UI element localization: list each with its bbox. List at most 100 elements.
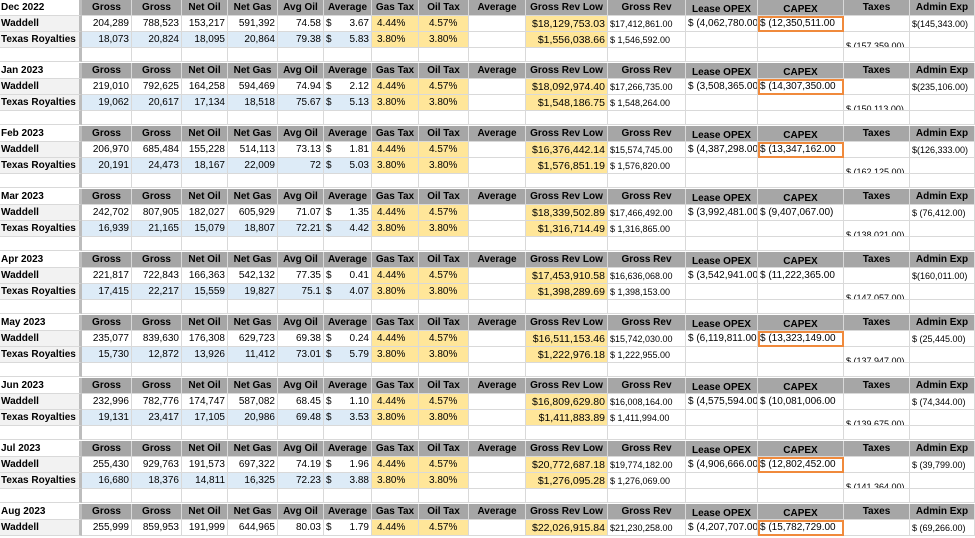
empty-cell[interactable] — [844, 48, 910, 62]
header-taxes[interactable]: Taxes — [844, 315, 910, 331]
header-taxes[interactable]: Taxes — [844, 504, 910, 520]
header-gross-rev[interactable]: Gross Rev — [608, 252, 686, 268]
header-gross-rev-low[interactable]: Gross Rev Low — [526, 63, 608, 79]
taxes-cell[interactable] — [844, 79, 910, 95]
empty-cell[interactable] — [132, 174, 182, 188]
header-gross-rev-low[interactable]: Gross Rev Low — [526, 441, 608, 457]
empty-cell[interactable] — [324, 48, 372, 62]
row-name[interactable]: Texas Royalties — [0, 221, 82, 237]
header-oil-tax[interactable]: Oil Tax — [419, 504, 469, 520]
capex-cell[interactable]: $ (15,782,729.00 — [758, 520, 844, 536]
header-gas-tax[interactable]: Gas Tax — [372, 0, 419, 16]
avg-oil-cell[interactable]: 72 — [278, 158, 324, 174]
header-oil-tax[interactable]: Oil Tax — [419, 441, 469, 457]
gross-oil-cell[interactable]: 15,730 — [82, 347, 132, 363]
gross-oil-cell[interactable]: 16,680 — [82, 473, 132, 489]
capex-cell[interactable]: $ (12,802,452.00 — [758, 457, 844, 473]
net-oil-cell[interactable]: 13,926 — [182, 347, 228, 363]
empty-cell[interactable] — [132, 489, 182, 503]
net-gas-cell[interactable]: 20,864 — [228, 32, 278, 48]
header-gross2[interactable]: Gross — [132, 378, 182, 394]
header-gross1[interactable]: Gross — [82, 378, 132, 394]
gross-gas-cell[interactable]: 20,824 — [132, 32, 182, 48]
empty-cell[interactable] — [758, 363, 844, 377]
gross-rev-low-cell[interactable]: $17,453,910.58 — [526, 268, 608, 284]
row-name[interactable]: Waddell — [0, 331, 82, 347]
admin-exp-cell[interactable] — [910, 347, 975, 363]
empty-cell[interactable] — [686, 111, 758, 125]
gross-gas-cell[interactable]: 792,625 — [132, 79, 182, 95]
oil-tax-cell[interactable]: 3.80% — [419, 284, 469, 300]
gross-oil-cell[interactable]: 18,073 — [82, 32, 132, 48]
empty-cell[interactable] — [419, 300, 469, 314]
empty-cell[interactable] — [228, 426, 278, 440]
lease-opex-cell[interactable]: $ (4,575,594.00 — [686, 394, 758, 410]
header-admin-exp[interactable]: Admin Exp — [910, 63, 975, 79]
empty-cell[interactable] — [182, 300, 228, 314]
header-avg-oil[interactable]: Avg Oil — [278, 189, 324, 205]
average2-cell[interactable] — [469, 79, 526, 95]
average-cell[interactable]: $3.88 — [324, 473, 372, 489]
row-name[interactable]: Waddell — [0, 142, 82, 158]
average-cell[interactable]: $5.79 — [324, 347, 372, 363]
gas-tax-cell[interactable]: 4.44% — [372, 205, 419, 221]
admin-exp-cell[interactable]: $ (25,445.00) — [910, 331, 975, 347]
gross-oil-cell[interactable]: 17,415 — [82, 284, 132, 300]
header-admin-exp[interactable]: Admin Exp — [910, 378, 975, 394]
empty-cell[interactable] — [758, 111, 844, 125]
capex-cell[interactable] — [758, 158, 844, 174]
empty-cell[interactable] — [608, 111, 686, 125]
gross-gas-cell[interactable]: 23,417 — [132, 410, 182, 426]
header-gross-rev-low[interactable]: Gross Rev Low — [526, 126, 608, 142]
empty-cell[interactable] — [526, 174, 608, 188]
gross-oil-cell[interactable]: 242,702 — [82, 205, 132, 221]
header-gas-tax[interactable]: Gas Tax — [372, 504, 419, 520]
empty-cell[interactable] — [0, 48, 82, 62]
gross-rev-low-cell[interactable]: $18,129,753.03 — [526, 16, 608, 32]
lease-opex-cell[interactable] — [686, 347, 758, 363]
gross-gas-cell[interactable]: 22,217 — [132, 284, 182, 300]
net-gas-cell[interactable]: 542,132 — [228, 268, 278, 284]
gross-rev-cell[interactable]: $16,636,068.00 — [608, 268, 686, 284]
empty-cell[interactable] — [844, 489, 910, 503]
header-oil-tax[interactable]: Oil Tax — [419, 378, 469, 394]
empty-cell[interactable] — [132, 111, 182, 125]
header-admin-exp[interactable]: Admin Exp — [910, 126, 975, 142]
empty-cell[interactable] — [182, 489, 228, 503]
gross-oil-cell[interactable]: 20,191 — [82, 158, 132, 174]
header-taxes[interactable]: Taxes — [844, 63, 910, 79]
taxes-cell[interactable]: $ (141,364.00) — [844, 473, 910, 489]
gross-rev-cell[interactable]: $19,774,182.00 — [608, 457, 686, 473]
capex-cell[interactable]: $ (13,323,149.00 — [758, 331, 844, 347]
capex-cell[interactable] — [758, 347, 844, 363]
month-label[interactable]: May 2023 — [0, 315, 82, 331]
net-oil-cell[interactable]: 18,167 — [182, 158, 228, 174]
empty-cell[interactable] — [324, 363, 372, 377]
empty-cell[interactable] — [182, 111, 228, 125]
average-cell[interactable]: $3.53 — [324, 410, 372, 426]
header-net-gas[interactable]: Net Gas — [228, 504, 278, 520]
net-oil-cell[interactable]: 14,811 — [182, 473, 228, 489]
empty-cell[interactable] — [910, 48, 975, 62]
empty-cell[interactable] — [324, 237, 372, 251]
net-oil-cell[interactable]: 18,095 — [182, 32, 228, 48]
average-cell[interactable]: $4.07 — [324, 284, 372, 300]
header-oil-tax[interactable]: Oil Tax — [419, 315, 469, 331]
taxes-cell[interactable]: $ (138,021.00) — [844, 221, 910, 237]
gross-rev-cell[interactable]: $ 1,276,069.00 — [608, 473, 686, 489]
lease-opex-cell[interactable] — [686, 473, 758, 489]
empty-cell[interactable] — [419, 237, 469, 251]
gross-rev-low-cell[interactable]: $18,092,974.40 — [526, 79, 608, 95]
capex-cell[interactable] — [758, 32, 844, 48]
row-name[interactable]: Texas Royalties — [0, 347, 82, 363]
gross-oil-cell[interactable]: 219,010 — [82, 79, 132, 95]
row-name[interactable]: Waddell — [0, 268, 82, 284]
gross-rev-low-cell[interactable]: $16,809,629.80 — [526, 394, 608, 410]
net-gas-cell[interactable]: 629,723 — [228, 331, 278, 347]
oil-tax-cell[interactable]: 4.57% — [419, 331, 469, 347]
average-cell[interactable]: $3.67 — [324, 16, 372, 32]
gross-rev-cell[interactable]: $17,266,735.00 — [608, 79, 686, 95]
gas-tax-cell[interactable]: 4.44% — [372, 142, 419, 158]
average2-cell[interactable] — [469, 16, 526, 32]
header-gas-tax[interactable]: Gas Tax — [372, 126, 419, 142]
